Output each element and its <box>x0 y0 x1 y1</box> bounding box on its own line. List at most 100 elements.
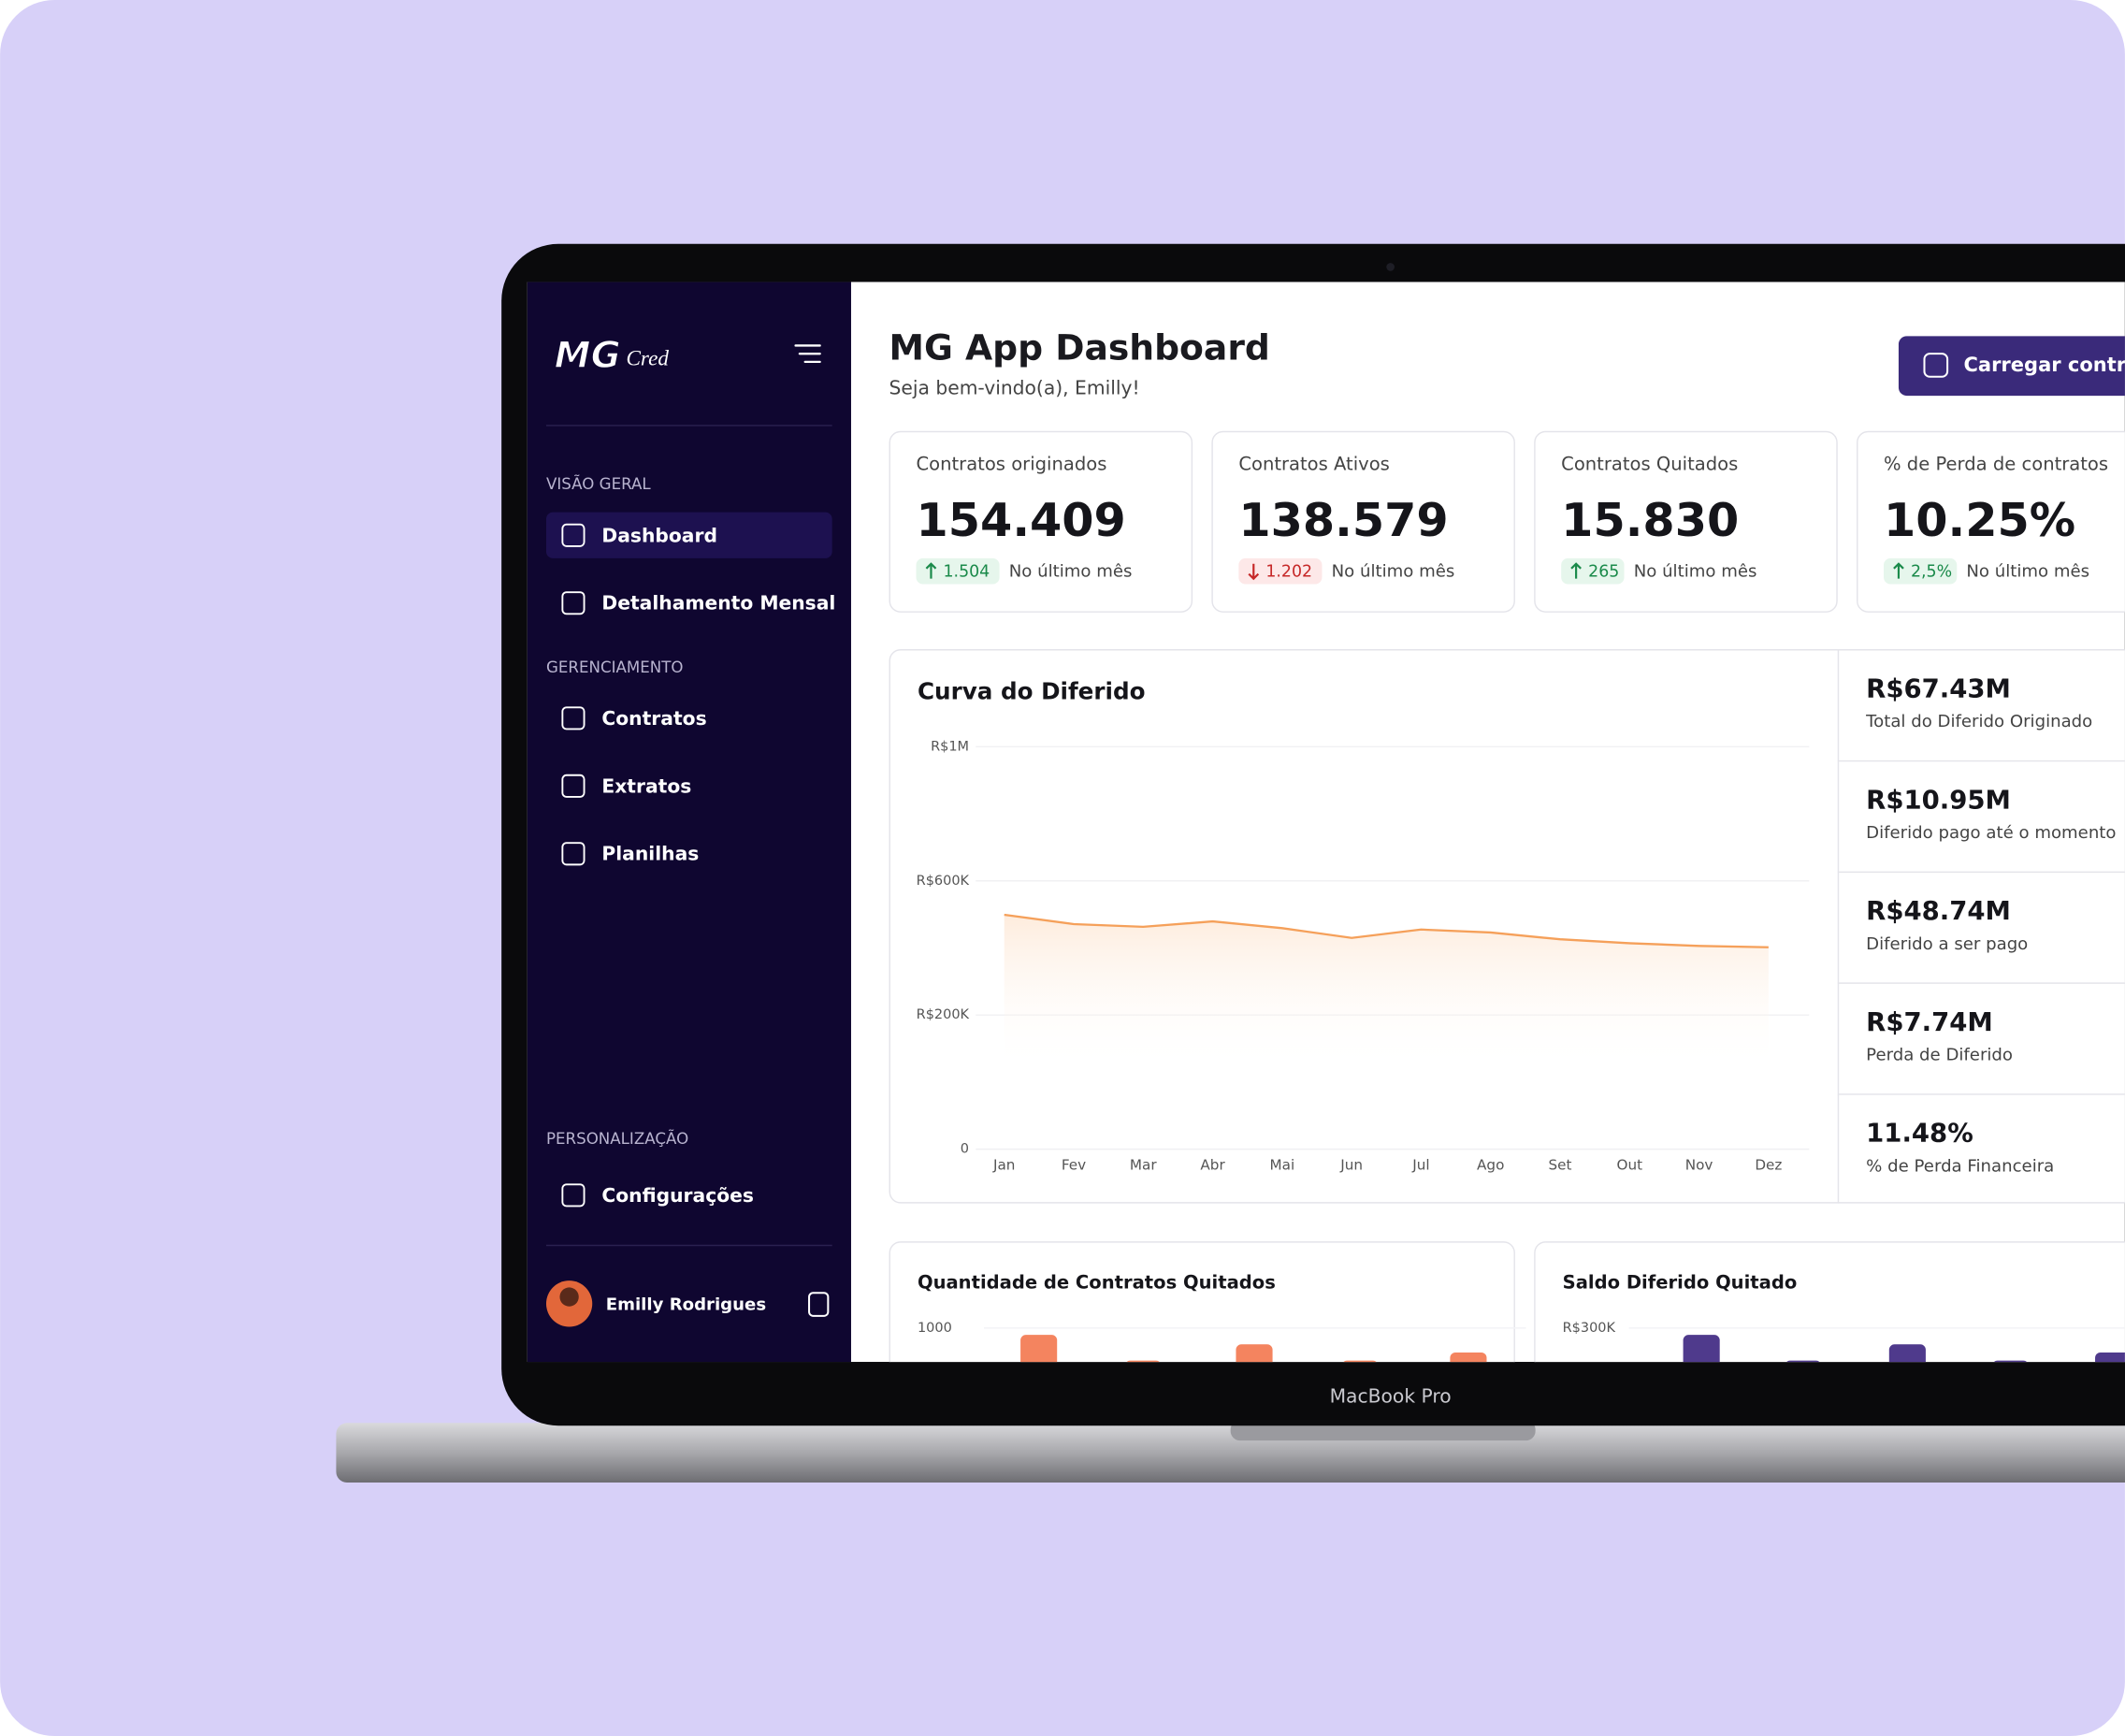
stat-value: 138.579 <box>1238 493 1448 547</box>
page-title: MG App Dashboard <box>889 326 1270 368</box>
logout-icon[interactable] <box>808 1292 830 1317</box>
change-note: No último mês <box>1634 561 1757 581</box>
x-tick-label: Set <box>1549 1157 1572 1174</box>
nav-item[interactable]: Configurações <box>601 1184 754 1207</box>
nav-item[interactable]: Detalhamento Mensal <box>601 592 835 615</box>
nav-icon <box>561 1183 585 1208</box>
summary-value: R$67.43M <box>1866 673 2011 703</box>
section-title: PERSONALIZAÇÃO <box>546 1130 688 1148</box>
change-note: No último mês <box>1009 561 1133 581</box>
change-arrow <box>1248 563 1260 581</box>
x-tick-label: Ago <box>1477 1157 1504 1174</box>
change-value: 1.504 <box>943 562 990 581</box>
stat-label: Contratos Ativos <box>1238 453 1390 474</box>
x-tick-label: Mai <box>1270 1157 1295 1174</box>
line-area <box>1004 914 1769 1071</box>
change-arrow <box>925 562 937 579</box>
section-title: GERENCIAMENTO <box>546 658 684 676</box>
stat-label: Contratos originados <box>917 453 1107 474</box>
x-tick-label: Nov <box>1685 1157 1713 1174</box>
y-tick-label: 1000 <box>918 1321 952 1336</box>
upload-button[interactable] <box>1898 336 2125 397</box>
bar <box>1126 1360 1160 1363</box>
bar <box>1020 1335 1058 1363</box>
y-tick-label: R$300K <box>1563 1321 1616 1336</box>
summary-value: R$7.74M <box>1866 1007 1993 1037</box>
upload-icon <box>1923 353 1949 378</box>
nav-icon <box>561 842 585 866</box>
chart-title: Quantidade de Contratos Quitados <box>918 1272 1276 1294</box>
x-tick-label: Jun <box>1339 1157 1363 1174</box>
x-tick-label: Jan <box>992 1157 1015 1174</box>
screen: MG Cred Emilly Rodrigues MG App Dashboar… <box>527 282 2125 1363</box>
user-name: Emilly Rodrigues <box>606 1295 766 1314</box>
change-pill <box>916 557 1000 585</box>
line-series <box>1004 913 1769 948</box>
stat-label: % de Perda de contratos <box>1884 453 2108 474</box>
menu-icon[interactable] <box>794 344 821 364</box>
bar <box>1343 1360 1377 1363</box>
sidebar <box>527 282 851 1363</box>
summary-value: 11.48% <box>1866 1119 1973 1149</box>
logo: MG <box>555 335 621 377</box>
chart-title: Curva do Diferido <box>918 677 1146 704</box>
section-title: VISÃO GERAL <box>546 475 651 493</box>
summary-value: R$10.95M <box>1866 785 2011 815</box>
x-tick-label: Fev <box>1062 1157 1086 1174</box>
nav-item[interactable]: Contratos <box>601 707 706 730</box>
summary-label: Diferido pago até o momento <box>1866 823 2116 843</box>
summary-label: Diferido a ser pago <box>1866 934 2028 954</box>
bar-card <box>889 1241 1515 1363</box>
bar <box>1888 1344 1926 1363</box>
nav-icon <box>561 706 585 731</box>
device-label: MacBook Pro <box>1330 1384 1452 1407</box>
chart-title: Saldo Diferido Quitado <box>1563 1272 1798 1294</box>
nav-icon <box>561 774 585 798</box>
change-arrow <box>1570 562 1582 579</box>
y-tick-label: R$1M <box>931 739 969 754</box>
nav-item[interactable]: Planilhas <box>601 843 699 865</box>
x-tick-label: Out <box>1616 1157 1642 1174</box>
summary-label: % de Perda Financeira <box>1866 1156 2054 1176</box>
summary-value: R$48.74M <box>1866 896 2011 926</box>
bar-card <box>1534 1241 2125 1363</box>
y-tick-label: R$600K <box>917 874 970 889</box>
bar <box>1786 1360 1820 1363</box>
change-value: 2,5% <box>1911 562 1952 581</box>
y-tick-label: R$200K <box>917 1007 970 1022</box>
nav-icon <box>561 591 585 615</box>
logo-sub: Cred <box>626 347 669 371</box>
bar <box>1450 1352 1487 1363</box>
change-value: 265 <box>1588 562 1619 581</box>
avatar-face <box>559 1287 579 1307</box>
stat-value: 10.25% <box>1884 493 2075 547</box>
change-arrow <box>1893 562 1904 579</box>
change-pill <box>1884 557 1958 585</box>
stat-value: 15.830 <box>1561 493 1739 547</box>
y-tick-label: 0 <box>961 1142 969 1157</box>
summary-label: Total do Diferido Originado <box>1865 712 2092 731</box>
change-pill <box>1238 557 1323 585</box>
nav-icon <box>561 523 585 547</box>
page-subtitle: Seja bem-vindo(a), Emilly! <box>889 376 1140 398</box>
nav-item[interactable]: Extratos <box>601 774 691 797</box>
stat-label: Contratos Quitados <box>1561 453 1738 474</box>
summary-label: Perda de Diferido <box>1866 1046 2013 1065</box>
nav-item[interactable]: Dashboard <box>601 524 717 546</box>
change-note: No último mês <box>1966 561 2089 581</box>
nav-active <box>545 512 832 558</box>
change-value: 1.202 <box>1265 562 1312 581</box>
x-tick-label: Jul <box>1411 1157 1429 1174</box>
bar <box>1683 1335 1720 1363</box>
bar <box>1236 1344 1273 1363</box>
stat-value: 154.409 <box>917 493 1126 547</box>
x-tick-label: Dez <box>1755 1157 1782 1174</box>
x-tick-label: Abr <box>1200 1157 1225 1174</box>
bar <box>2095 1352 2125 1363</box>
camera <box>1386 263 1395 271</box>
upload-button-label[interactable]: Carregar contratos <box>1963 354 2125 376</box>
laptop-base <box>336 1423 2125 1483</box>
change-note: No último mês <box>1332 561 1455 581</box>
